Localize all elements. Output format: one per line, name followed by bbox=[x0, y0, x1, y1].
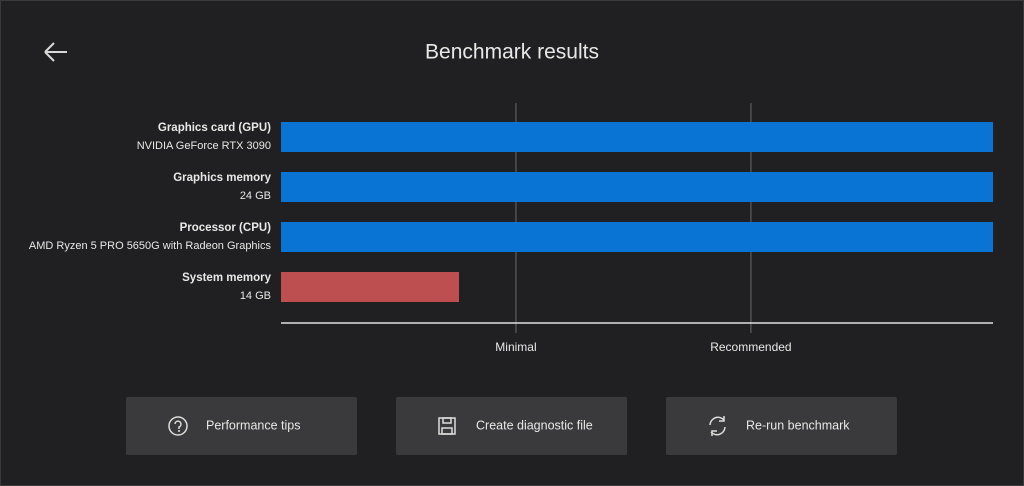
x-tick-label: Minimal bbox=[495, 340, 536, 354]
action-button[interactable]: Create diagnostic file bbox=[396, 397, 627, 455]
category-label: System memory bbox=[182, 272, 271, 284]
bar bbox=[281, 222, 993, 252]
category-detail: 24 GB bbox=[240, 190, 271, 202]
category-detail: AMD Ryzen 5 PRO 5650G with Radeon Graphi… bbox=[29, 240, 272, 252]
category-detail: NVIDIA GeForce RTX 3090 bbox=[137, 140, 271, 152]
button-icon bbox=[438, 417, 456, 435]
back-button[interactable] bbox=[44, 42, 67, 62]
button-background bbox=[396, 397, 627, 455]
button-icon bbox=[709, 416, 726, 436]
icon-shape bbox=[711, 416, 725, 436]
icon-shape bbox=[441, 427, 453, 435]
icon-shape bbox=[174, 420, 182, 429]
icon-shape bbox=[178, 430, 180, 432]
button-background bbox=[666, 397, 897, 455]
bar bbox=[281, 122, 993, 152]
button-label: Create diagnostic file bbox=[476, 418, 593, 432]
category-label: Graphics memory bbox=[173, 172, 271, 184]
icon-shape bbox=[442, 417, 452, 424]
button-row: Performance tips Create diagnostic file Re… bbox=[126, 397, 897, 455]
category-label: Processor (CPU) bbox=[180, 222, 272, 234]
bar bbox=[281, 172, 993, 202]
category-detail: 14 GB bbox=[240, 290, 271, 302]
button-background bbox=[126, 397, 357, 455]
action-button[interactable]: Performance tips bbox=[126, 397, 357, 455]
page-title: Benchmark results bbox=[425, 41, 599, 64]
category-label: Graphics card (GPU) bbox=[158, 122, 271, 134]
bar bbox=[281, 272, 459, 302]
button-icon bbox=[168, 416, 188, 436]
button-label: Re-run benchmark bbox=[746, 418, 850, 432]
chart: Minimal Recommended Graphics card (GPU) NVI… bbox=[29, 103, 993, 354]
button-label: Performance tips bbox=[206, 418, 300, 432]
icon-shape bbox=[168, 416, 188, 436]
action-button[interactable]: Re-run benchmark bbox=[666, 397, 897, 455]
back-arrow bbox=[44, 42, 67, 62]
x-tick-label: Recommended bbox=[710, 340, 791, 354]
